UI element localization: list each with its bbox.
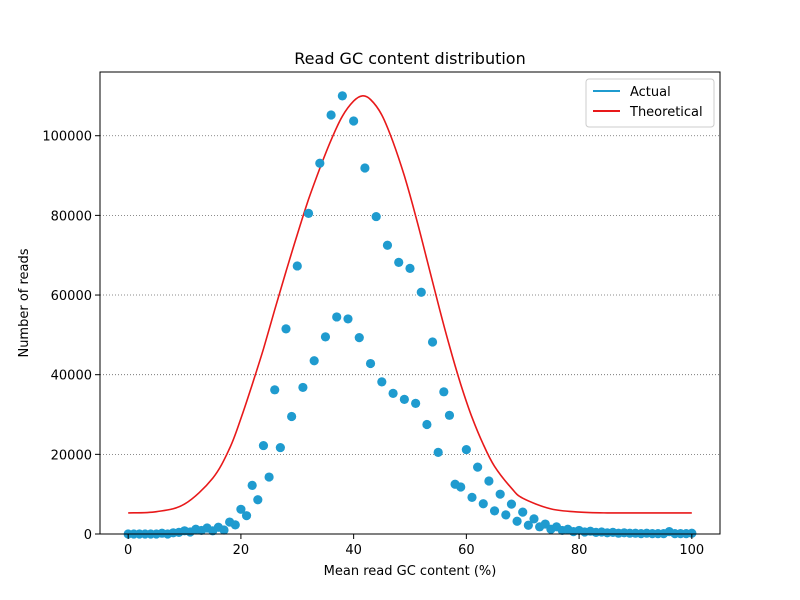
plot-frame bbox=[99, 71, 721, 535]
actual-point-23 bbox=[253, 495, 263, 505]
actual-point-38 bbox=[337, 91, 347, 101]
actual-point-49 bbox=[399, 394, 409, 404]
actual-point-72 bbox=[529, 514, 539, 524]
actual-point-71 bbox=[523, 520, 533, 530]
x-tick-label-2: 40 bbox=[345, 543, 362, 558]
actual-point-37 bbox=[332, 312, 342, 322]
actual-point-46 bbox=[382, 240, 393, 250]
actual-point-28 bbox=[281, 324, 291, 334]
actual-point-63 bbox=[478, 499, 488, 509]
x-tick-label-3: 60 bbox=[458, 543, 475, 558]
actual-point-17 bbox=[219, 525, 229, 535]
actual-point-27 bbox=[275, 442, 285, 453]
actual-point-50 bbox=[405, 263, 415, 273]
actual-point-68 bbox=[506, 499, 517, 509]
actual-point-100 bbox=[687, 528, 697, 538]
x-tick-label-5: 100 bbox=[679, 543, 704, 558]
actual-point-43 bbox=[365, 358, 376, 369]
actual-point-30 bbox=[292, 261, 302, 271]
actual-point-20 bbox=[236, 504, 246, 514]
actual-point-24 bbox=[258, 440, 269, 451]
actual-point-66 bbox=[495, 489, 505, 499]
actual-point-42 bbox=[360, 163, 370, 173]
actual-point-59 bbox=[456, 482, 466, 492]
actual-point-51 bbox=[411, 398, 421, 408]
actual-point-61 bbox=[467, 492, 477, 502]
x-tick-label-1: 20 bbox=[233, 543, 250, 558]
actual-point-44 bbox=[371, 211, 381, 222]
actual-point-60 bbox=[461, 444, 471, 455]
actual-point-45 bbox=[377, 377, 387, 387]
legend-label-theoretical: Theoretical bbox=[629, 105, 703, 120]
actual-point-70 bbox=[518, 507, 528, 517]
actual-point-26 bbox=[270, 385, 280, 395]
actual-point-25 bbox=[264, 472, 274, 482]
actual-point-65 bbox=[489, 506, 500, 516]
actual-point-57 bbox=[444, 410, 455, 420]
actual-point-52 bbox=[416, 287, 426, 297]
actual-point-39 bbox=[343, 314, 353, 324]
legend: Actual Theoretical bbox=[585, 78, 715, 128]
actual-point-47 bbox=[388, 388, 398, 399]
actual-point-67 bbox=[501, 510, 511, 520]
actual-point-34 bbox=[315, 158, 325, 168]
actual-point-48 bbox=[394, 257, 404, 267]
actual-point-21 bbox=[241, 511, 252, 521]
actual-point-55 bbox=[433, 447, 443, 457]
actual-point-54 bbox=[427, 337, 438, 347]
legend-label-actual: Actual bbox=[630, 85, 671, 100]
y-tick-label-3: 60000 bbox=[51, 289, 92, 304]
x-axis-ticks: 0 20 40 60 80 100 bbox=[124, 534, 704, 558]
actual-point-19 bbox=[230, 520, 240, 530]
actual-series bbox=[123, 91, 697, 539]
actual-point-32 bbox=[303, 208, 314, 218]
x-axis-label: Mean read GC content (%) bbox=[324, 564, 497, 579]
theoretical-series bbox=[128, 95, 692, 514]
theoretical-curve bbox=[128, 95, 692, 514]
actual-point-56 bbox=[439, 387, 449, 397]
y-tick-label-0: 0 bbox=[84, 528, 92, 543]
chart-title: Read GC content distribution bbox=[294, 49, 525, 68]
actual-point-29 bbox=[287, 411, 297, 422]
x-tick-label-0: 0 bbox=[124, 543, 132, 558]
actual-point-41 bbox=[354, 333, 364, 343]
y-tick-label-5: 100000 bbox=[42, 130, 92, 145]
actual-point-35 bbox=[320, 332, 331, 342]
actual-point-22 bbox=[247, 480, 257, 491]
actual-point-31 bbox=[298, 382, 308, 393]
actual-point-33 bbox=[309, 356, 319, 366]
actual-point-69 bbox=[512, 516, 522, 526]
y-tick-label-2: 40000 bbox=[51, 369, 92, 384]
actual-point-36 bbox=[326, 110, 336, 120]
y-axis-label: Number of reads bbox=[17, 248, 32, 357]
actual-point-64 bbox=[484, 476, 494, 486]
actual-point-53 bbox=[422, 419, 432, 430]
actual-point-40 bbox=[349, 116, 359, 126]
actual-point-62 bbox=[473, 462, 483, 472]
y-axis-ticks: 0 20000 40000 60000 80000 100000 bbox=[42, 130, 100, 543]
y-tick-label-4: 80000 bbox=[51, 209, 92, 224]
y-tick-label-1: 20000 bbox=[51, 448, 92, 463]
x-tick-label-4: 80 bbox=[571, 543, 588, 558]
